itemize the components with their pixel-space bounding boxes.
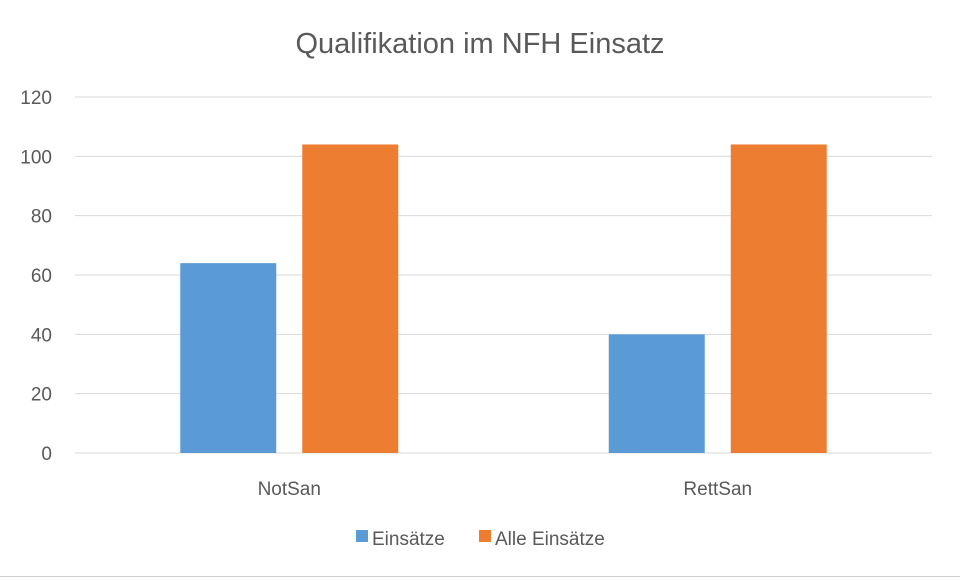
bars [180, 144, 827, 453]
y-axis-ticks: 0 20 40 60 80 100 120 [20, 88, 52, 465]
y-tick-label: 100 [20, 147, 52, 168]
chart-title: Qualifikation im NFH Einsatz [295, 28, 664, 60]
x-axis-categories: NotSan RettSan [258, 479, 753, 500]
bar-RettSan-0 [608, 334, 705, 453]
x-category-label: NotSan [258, 479, 321, 500]
y-tick-label: 120 [20, 88, 52, 109]
y-tick-label: 0 [41, 444, 52, 465]
y-tick-label: 40 [31, 325, 52, 346]
legend-swatch [479, 530, 491, 542]
bar-NotSan-0 [180, 263, 277, 453]
y-tick-label: 80 [31, 207, 52, 228]
legend-label: Alle Einsätze [495, 529, 605, 550]
y-tick-label: 60 [31, 266, 52, 287]
bar-NotSan-1 [302, 144, 399, 453]
x-category-label: RettSan [683, 479, 752, 500]
legend-swatch [356, 530, 368, 542]
y-tick-label: 20 [31, 385, 52, 406]
bottom-divider [0, 576, 960, 577]
bar-RettSan-1 [730, 144, 827, 453]
legend: Einsätze Alle Einsätze [356, 529, 605, 550]
legend-label: Einsätze [372, 529, 445, 550]
